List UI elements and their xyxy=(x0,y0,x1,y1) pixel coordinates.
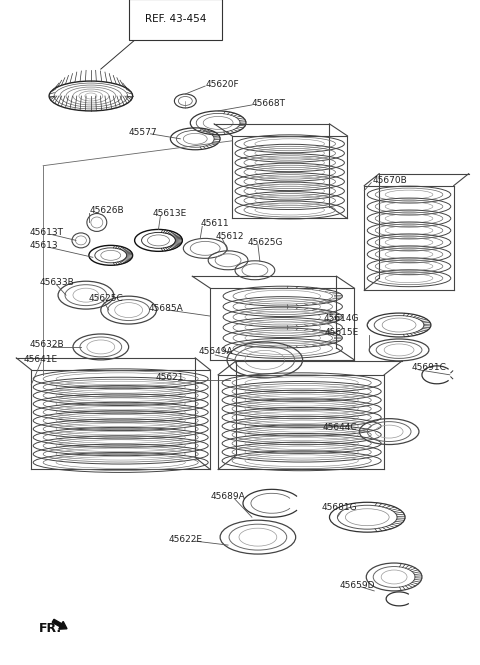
Text: 45625C: 45625C xyxy=(89,294,124,303)
Text: 45685A: 45685A xyxy=(148,304,183,313)
Text: 45613T: 45613T xyxy=(29,228,63,237)
Text: 45641E: 45641E xyxy=(23,355,58,364)
Text: FR.: FR. xyxy=(39,622,62,635)
Text: 45620F: 45620F xyxy=(205,80,239,88)
Text: 45632B: 45632B xyxy=(29,340,64,349)
Text: 45621: 45621 xyxy=(156,373,184,382)
Text: 45611: 45611 xyxy=(200,219,229,228)
Text: REF. 43-454: REF. 43-454 xyxy=(144,15,206,25)
Text: 45691C: 45691C xyxy=(412,363,447,372)
Text: 45612: 45612 xyxy=(215,232,244,241)
Text: 45613: 45613 xyxy=(29,241,58,250)
Text: 45689A: 45689A xyxy=(210,492,245,501)
Text: 45649A: 45649A xyxy=(198,347,233,356)
Text: 45644C: 45644C xyxy=(323,423,357,432)
Text: 45613E: 45613E xyxy=(153,209,187,218)
Text: 45614G: 45614G xyxy=(324,314,360,323)
Text: 45633B: 45633B xyxy=(39,278,74,287)
Text: 45659D: 45659D xyxy=(339,581,375,591)
Text: 45615E: 45615E xyxy=(325,329,360,338)
Text: 45625G: 45625G xyxy=(248,238,284,247)
Text: 45668T: 45668T xyxy=(252,100,286,108)
FancyArrow shape xyxy=(52,619,67,629)
Text: 45626B: 45626B xyxy=(90,206,124,215)
Text: 45622E: 45622E xyxy=(168,535,203,543)
Text: 45681G: 45681G xyxy=(322,503,357,512)
Text: 45670B: 45670B xyxy=(372,176,407,185)
Text: 45577: 45577 xyxy=(129,128,157,138)
